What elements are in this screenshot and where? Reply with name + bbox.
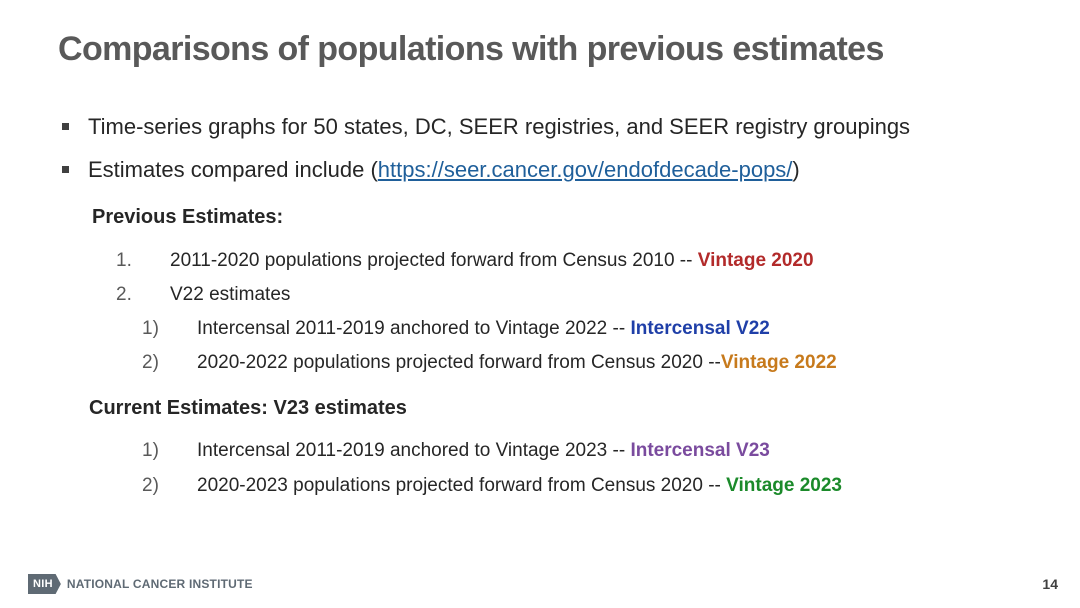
square-bullet-icon (62, 165, 69, 173)
item-number: 2. (116, 284, 132, 305)
item-text: V22 estimates (170, 284, 291, 305)
vintage-2020-label: Vintage 2020 (697, 250, 814, 271)
item-number: 2) (142, 475, 159, 496)
nih-badge: NIH (28, 574, 61, 594)
nci-logo: NIH NATIONAL CANCER INSTITUTE (28, 574, 253, 594)
intercensal-v23-label: Intercensal V23 (630, 440, 770, 461)
item-number: 1. (116, 250, 132, 271)
bullet-time-series: Time-series graphs for 50 states, DC, SE… (62, 114, 910, 140)
item-text: Intercensal 2011-2019 anchored to Vintag… (197, 440, 770, 461)
current-estimates-heading: Current Estimates: V23 estimates (89, 397, 407, 419)
previous-estimates-heading: Previous Estimates: (92, 206, 284, 228)
item-text: 2020-2023 populations projected forward … (197, 475, 842, 496)
vintage-2023-label: Vintage 2023 (726, 475, 842, 496)
square-bullet-icon (62, 122, 69, 130)
endofdecade-pops-link[interactable]: https://seer.cancer.gov/endofdecade-pops… (377, 157, 793, 182)
bullet-text-after: ) (792, 157, 800, 182)
item-text: 2020-2022 populations projected forward … (197, 352, 837, 373)
intercensal-v22-label: Intercensal V22 (630, 318, 770, 339)
item-number: 1) (142, 440, 159, 461)
vintage-2022-label: Vintage 2022 (720, 352, 837, 373)
page-number: 14 (1042, 576, 1058, 592)
item-text: 2011-2020 populations projected forward … (170, 250, 814, 271)
bullet-text-before: Estimates compared include ( (88, 157, 378, 182)
institute-name: NATIONAL CANCER INSTITUTE (66, 577, 253, 591)
item-number: 2) (142, 352, 159, 373)
slide-title: Comparisons of populations with previous… (58, 30, 884, 68)
item-text: Intercensal 2011-2019 anchored to Vintag… (197, 318, 770, 339)
item-number: 1) (142, 318, 159, 339)
bullet-text: Time-series graphs for 50 states, DC, SE… (88, 114, 911, 139)
bullet-estimates-compared: Estimates compared include (https://seer… (62, 157, 800, 183)
